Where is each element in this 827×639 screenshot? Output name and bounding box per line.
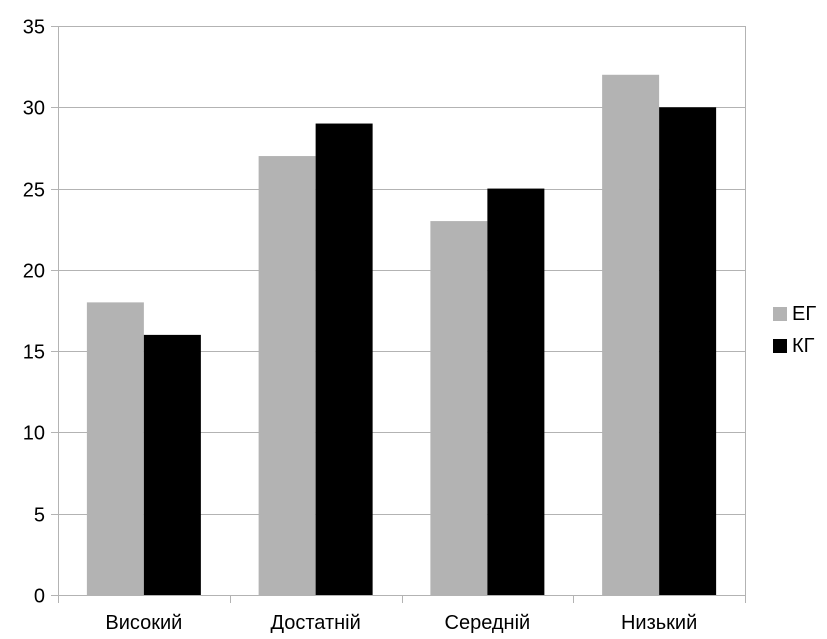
bar-kg	[315, 123, 373, 596]
bar-eg	[602, 74, 660, 596]
bar-eg	[430, 221, 488, 596]
legend-item-kg: КГ	[773, 330, 816, 362]
x-tick-label: Середній	[445, 612, 531, 634]
bar-kg	[659, 107, 717, 596]
y-tick-label: 15	[23, 342, 45, 364]
y-tick-labels: 0 5 10 15 20 25 30 35	[23, 17, 45, 608]
bar-eg	[258, 156, 316, 596]
x-tick-label: Достатній	[270, 612, 360, 634]
y-tick-label: 10	[23, 423, 45, 445]
x-tick-label: Низький	[621, 612, 697, 634]
y-tick-label: 0	[34, 586, 45, 608]
bars	[86, 74, 717, 596]
y-tick-label: 30	[23, 98, 45, 120]
y-tick-label: 5	[34, 505, 45, 527]
bar-eg	[86, 302, 144, 595]
bar-kg	[143, 334, 201, 595]
x-tick-labels: Високий Достатній Середній Низький	[105, 612, 697, 634]
bar-kg	[487, 188, 545, 596]
y-tick-label: 35	[23, 17, 45, 39]
legend-swatch-kg	[773, 339, 787, 353]
legend-label-kg: КГ	[792, 334, 815, 357]
legend-swatch-eg	[773, 307, 787, 321]
legend-label-eg: ЕГ	[792, 302, 817, 325]
x-tick-label: Високий	[105, 612, 182, 634]
y-tick-label: 25	[23, 180, 45, 202]
y-tick-label: 20	[23, 261, 45, 283]
axes	[51, 26, 746, 603]
legend-item-eg: ЕГ	[773, 298, 816, 330]
legend: ЕГ КГ	[773, 298, 816, 362]
